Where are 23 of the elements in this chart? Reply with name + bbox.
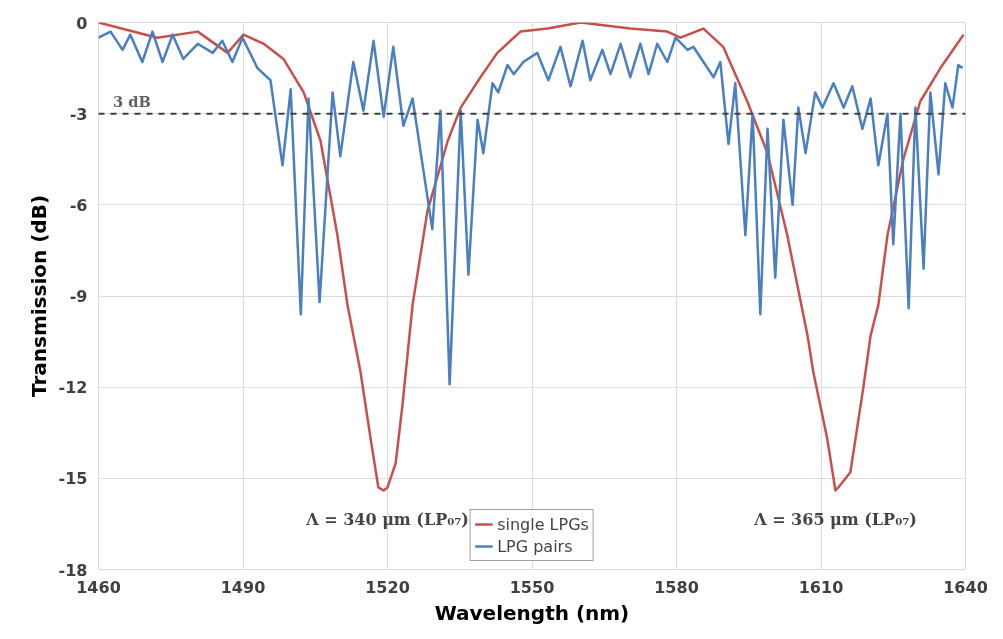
y-tick-label: -9 (69, 287, 88, 306)
y-tick-label: -3 (69, 104, 88, 124)
line-series (98, 22, 965, 492)
x-axis-title: Wavelength (nm) (434, 600, 630, 625)
x-tick-label: 1460 (76, 577, 121, 597)
annotation: Λ = 365 μm (LP₀₇) (753, 510, 917, 530)
y-axis-title: Transmission (dB) (26, 194, 51, 398)
annotation: Λ = 340 μm (LP₀₇) (305, 510, 469, 530)
y-tick-label: -6 (69, 195, 88, 215)
y-tick-label: -15 (58, 469, 88, 489)
x-tick-label: 1610 (798, 577, 844, 597)
x-tick-label: 1580 (654, 577, 699, 597)
x-tick-label: 1550 (509, 577, 555, 597)
y-tick-label: 0 (76, 13, 88, 33)
legend-label: LPG pairs (497, 536, 573, 556)
y-tick-label: -12 (58, 378, 88, 398)
x-tick-label: 1520 (365, 577, 410, 597)
x-tick-label: 1640 (943, 577, 988, 597)
x-tick-label: 1490 (220, 577, 266, 597)
line-series (98, 30, 964, 386)
legend-label: single LPGs (497, 514, 589, 534)
ref-line-label: 3 dB (112, 92, 151, 110)
y-tick-label: -18 (58, 560, 88, 580)
